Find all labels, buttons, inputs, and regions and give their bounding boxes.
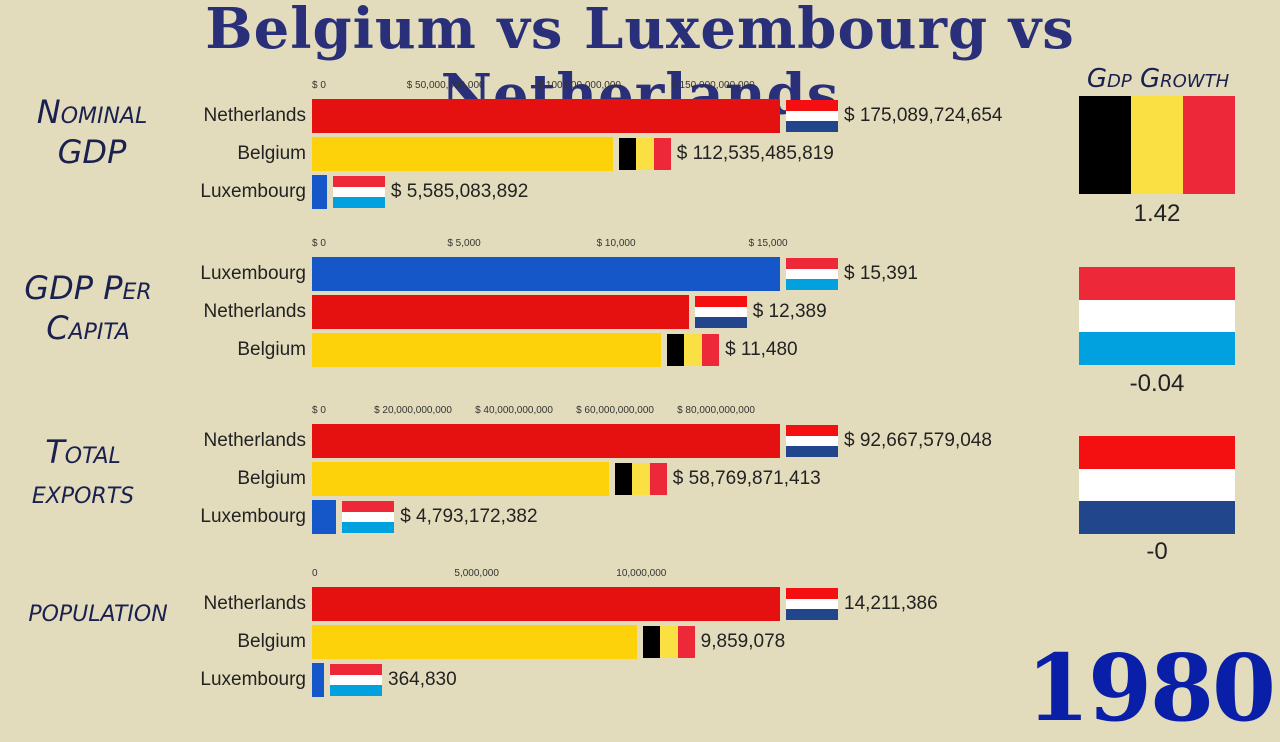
value-label: $ 112,535,485,819 xyxy=(676,143,834,164)
country-label: Luxembourg xyxy=(200,669,306,690)
year-label: 1980 xyxy=(1025,634,1276,742)
chart-title: Belgium vs Luxembourg vs Netherlands xyxy=(205,0,1075,128)
belgium-flag-icon xyxy=(614,463,667,495)
value-label: $ 4,793,172,382 xyxy=(400,506,538,527)
gdp-growth-value-luxembourg: -0.04 xyxy=(1129,370,1185,397)
axis-tick-label: $ 15,000 xyxy=(748,238,788,249)
country-label: Belgium xyxy=(237,468,306,489)
bar xyxy=(312,175,327,209)
country-label: Luxembourg xyxy=(200,181,306,202)
bar xyxy=(312,295,689,329)
value-label: $ 175,089,724,654 xyxy=(844,105,1003,126)
value-label: $ 11,480 xyxy=(725,339,798,360)
netherlands-flag-large xyxy=(1079,436,1235,534)
axis-tick-label: $ 150,000,000,000 xyxy=(671,80,755,91)
luxembourg-flag-large xyxy=(1079,267,1235,365)
axis-tick-label: $ 80,000,000,000 xyxy=(677,405,755,416)
luxembourg-flag-icon xyxy=(330,664,382,696)
axis-tick-label: $ 20,000,000,000 xyxy=(374,405,452,416)
luxembourg-flag-icon xyxy=(332,176,385,208)
axis-tick-label: 0 xyxy=(312,568,318,579)
axis-tick-label: $ 10,000 xyxy=(596,238,636,249)
gdp-growth-title: Gdp Growth xyxy=(1086,64,1230,94)
value-label: $ 5,585,083,892 xyxy=(390,181,529,202)
axis-tick-label: $ 0 xyxy=(312,80,326,91)
section-label-population: population xyxy=(28,591,168,629)
value-label: $ 58,769,871,413 xyxy=(672,468,821,489)
netherlands-flag-icon xyxy=(786,100,838,132)
bar xyxy=(312,462,609,496)
value-label: 9,859,078 xyxy=(700,631,786,652)
netherlands-flag-icon xyxy=(786,588,838,620)
value-label: $ 92,667,579,048 xyxy=(844,430,992,451)
value-label: 364,830 xyxy=(388,669,457,690)
netherlands-flag-icon xyxy=(694,296,747,328)
bar xyxy=(312,500,337,534)
gdp-growth-value-belgium: 1.42 xyxy=(1133,200,1181,227)
belgium-flag-icon xyxy=(667,334,720,366)
bar xyxy=(312,99,780,133)
country-label: Belgium xyxy=(237,631,306,652)
luxembourg-flag-icon xyxy=(786,258,838,290)
country-label: Belgium xyxy=(237,143,306,164)
country-label: Luxembourg xyxy=(200,506,306,527)
axis-tick-label: $ 60,000,000,000 xyxy=(576,405,654,416)
axis-tick-label: $ 50,000,000,000 xyxy=(406,80,485,91)
axis-tick-label: $ 0 xyxy=(312,405,326,416)
country-label: Netherlands xyxy=(203,593,306,614)
value-label: $ 15,391 xyxy=(844,263,918,284)
axis-tick-label: 10,000,000 xyxy=(616,568,667,579)
bar xyxy=(312,424,780,458)
bar xyxy=(312,257,780,291)
belgium-flag-icon xyxy=(642,626,695,658)
bar xyxy=(312,137,613,171)
country-label: Netherlands xyxy=(203,301,306,322)
country-label: Luxembourg xyxy=(200,263,306,284)
section-label-gdp-per-capita: GDP Per Capita xyxy=(24,269,152,347)
axis-tick-label: $ 100,000,000,000 xyxy=(537,80,621,91)
belgium-flag-icon xyxy=(618,138,671,170)
bar xyxy=(312,587,780,621)
axis-tick-label: $ 0 xyxy=(312,238,326,249)
section-label-nominal-gdp: Nominal GDP xyxy=(36,93,148,171)
luxembourg-flag-icon xyxy=(342,501,395,533)
country-label: Belgium xyxy=(237,339,306,360)
country-label: Netherlands xyxy=(203,105,306,126)
country-label: Netherlands xyxy=(203,430,306,451)
value-label: 14,211,386 xyxy=(844,593,938,614)
axis-tick-label: 5,000,000 xyxy=(454,568,499,579)
section-label-total-exports: Total exports xyxy=(31,433,135,511)
bar xyxy=(312,625,637,659)
gdp-growth-value-netherlands: -0 xyxy=(1146,538,1168,565)
bar xyxy=(312,333,662,367)
axis-tick-label: $ 5,000 xyxy=(447,238,481,249)
bar xyxy=(312,663,324,697)
belgium-flag-large xyxy=(1079,96,1235,194)
value-label: $ 12,389 xyxy=(752,301,827,322)
netherlands-flag-icon xyxy=(786,425,838,457)
axis-tick-label: $ 40,000,000,000 xyxy=(475,405,553,416)
